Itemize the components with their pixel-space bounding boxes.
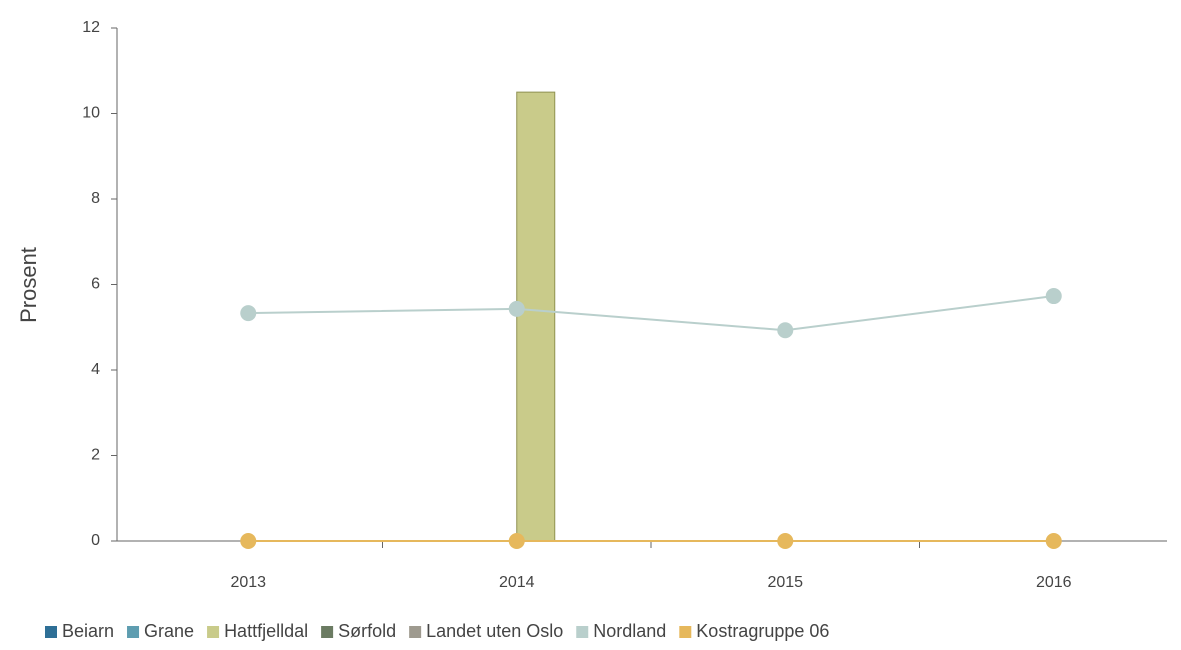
y-tick-label: 0: [91, 532, 100, 549]
legend-swatch: [409, 626, 422, 638]
legend-label: Kostragruppe 06: [696, 621, 829, 641]
legend-swatch: [127, 626, 140, 638]
point: [1045, 288, 1062, 305]
legend-swatch: [45, 626, 57, 638]
y-tick-label: 2: [91, 447, 100, 464]
legend-label: Grane: [144, 621, 194, 641]
point: [1045, 533, 1062, 549]
y-tick-label: 6: [91, 276, 100, 293]
line: [248, 295, 1054, 332]
point: [777, 322, 794, 339]
legend-label: Hattfjelldal: [224, 621, 308, 641]
legend-swatch: [207, 626, 220, 638]
legend-label: Sørfold: [338, 621, 396, 641]
x-tick-label: 2013: [230, 574, 266, 591]
legend-label: Landet uten Oslo: [426, 621, 563, 641]
y-axis-label: Prosent: [16, 247, 41, 323]
x-tick-label: 2016: [1036, 574, 1072, 591]
point: [508, 300, 525, 317]
y-tick-label: 4: [91, 361, 100, 378]
point: [240, 305, 257, 322]
y-tick-label: 12: [82, 19, 100, 36]
bar: [516, 91, 556, 542]
point: [508, 533, 525, 549]
legend-label: Nordland: [593, 621, 666, 641]
point: [777, 533, 794, 549]
legend-swatch: [679, 626, 692, 638]
x-tick-label: 2014: [499, 574, 535, 591]
x-tick-label: 2015: [767, 574, 803, 591]
point: [240, 533, 257, 549]
y-tick-label: 8: [91, 190, 100, 207]
legend-label: Beiarn: [62, 621, 114, 641]
y-tick-label: 10: [82, 105, 100, 122]
legend-swatch: [321, 626, 334, 638]
legend-swatch: [576, 626, 589, 638]
